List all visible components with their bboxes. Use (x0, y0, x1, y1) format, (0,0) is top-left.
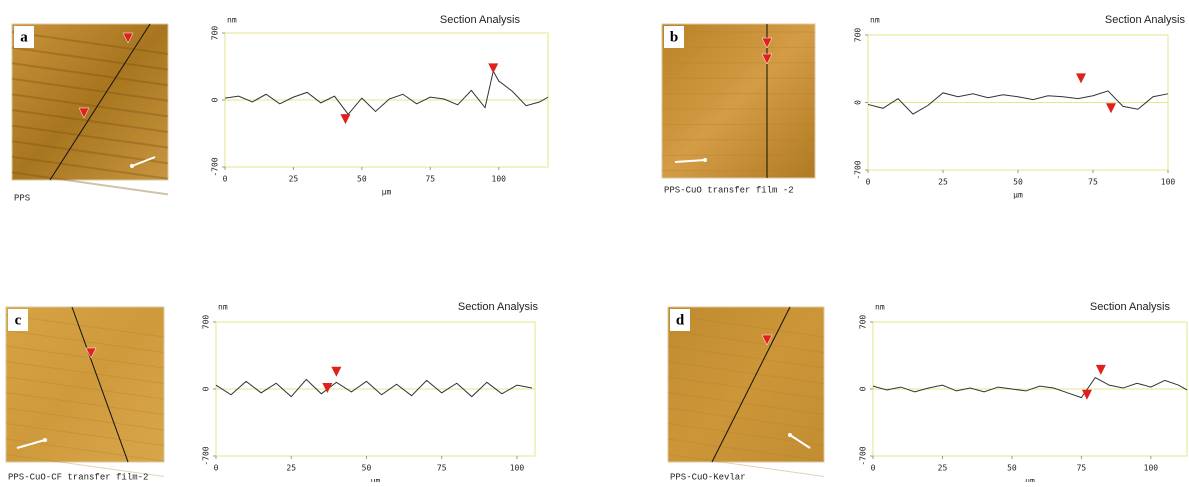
y-unit: nm (227, 16, 237, 25)
y-tick-label: 700 (854, 28, 863, 43)
y-tick-label: -700 (211, 157, 220, 176)
panel-label: d (676, 312, 685, 328)
panel-label: a (20, 29, 28, 45)
y-tick-label: 0 (859, 386, 868, 391)
x-tick-label: 100 (510, 464, 525, 473)
y-unit: nm (875, 303, 885, 312)
x-tick-label: 0 (214, 464, 219, 473)
x-label: µm (1025, 477, 1035, 483)
x-label: µm (1013, 191, 1023, 200)
image-caption: PPS-CuO-Kevlar (670, 472, 746, 482)
y-unit: nm (870, 16, 880, 25)
chart-title: Section Analysis (1105, 14, 1186, 26)
y-tick-label: 0 (202, 386, 211, 391)
y-tick-label: 700 (211, 26, 220, 41)
y-tick-label: 700 (859, 315, 868, 330)
figure: aPPSSection Analysisnmµm-700070002550751… (0, 0, 1189, 482)
y-tick-label: 0 (211, 97, 220, 102)
x-tick-label: 50 (1013, 178, 1023, 187)
x-tick-label: 100 (1161, 178, 1176, 187)
x-tick-label: 0 (223, 175, 228, 184)
x-tick-label: 25 (289, 175, 299, 184)
direction-arrow-head (788, 433, 792, 437)
x-tick-label: 50 (362, 464, 372, 473)
y-tick-label: 0 (854, 100, 863, 105)
y-tick-label: -700 (202, 446, 211, 465)
y-tick-label: -700 (854, 160, 863, 179)
direction-arrow-head (703, 158, 707, 162)
x-tick-label: 25 (938, 178, 948, 187)
panel-label: c (15, 312, 22, 328)
x-label: µm (382, 188, 392, 197)
y-tick-label: -700 (859, 446, 868, 465)
x-tick-label: 75 (1077, 464, 1087, 473)
direction-arrow-head (130, 164, 134, 168)
x-tick-label: 25 (938, 464, 948, 473)
x-tick-label: 50 (1007, 464, 1017, 473)
chart-title: Section Analysis (458, 301, 539, 313)
x-tick-label: 75 (1088, 178, 1098, 187)
direction-arrow-head (43, 438, 47, 442)
x-tick-label: 0 (871, 464, 876, 473)
image-caption: PPS (14, 193, 30, 203)
y-tick-label: 700 (202, 315, 211, 330)
image-caption: PPS-CuO transfer film -2 (664, 185, 794, 195)
y-unit: nm (218, 303, 228, 312)
x-tick-label: 25 (286, 464, 296, 473)
chart-title: Section Analysis (1090, 301, 1171, 313)
x-tick-label: 100 (492, 175, 507, 184)
afm-image (6, 307, 164, 462)
x-tick-label: 100 (1144, 464, 1159, 473)
panel-label: b (670, 29, 678, 45)
chart-title: Section Analysis (440, 14, 521, 26)
x-tick-label: 50 (357, 175, 367, 184)
x-tick-label: 0 (866, 178, 871, 187)
image-caption: PPS-CuO-CF transfer film-2 (8, 472, 148, 482)
afm-image (668, 307, 824, 462)
afm-image (12, 24, 168, 180)
x-tick-label: 75 (437, 464, 447, 473)
x-label: µm (371, 477, 381, 483)
x-tick-label: 75 (425, 175, 435, 184)
